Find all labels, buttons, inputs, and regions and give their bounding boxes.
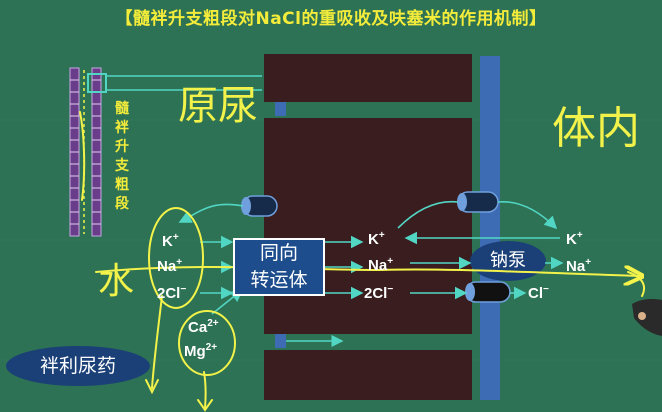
loop-diuretic-oval bbox=[6, 346, 150, 386]
cotransporter-line2: 转运体 bbox=[250, 269, 308, 291]
cell-k-ion: K+ bbox=[368, 230, 385, 248]
blood-na-ion: Na+ bbox=[566, 257, 592, 275]
magnesium-ion: Mg2+ bbox=[184, 342, 218, 360]
hand-urine: 原尿 bbox=[178, 83, 258, 129]
loop-diuretic-label: 袢利尿药 bbox=[39, 355, 116, 377]
calcium-ion: Ca2+ bbox=[188, 318, 219, 336]
diagram-title: 【髓袢升支粗段对NaCl的重吸收及呋塞米的作用机制】 bbox=[115, 9, 547, 29]
lumen-k-ion: K+ bbox=[162, 232, 179, 250]
hand-water: 水 bbox=[98, 261, 135, 302]
lumen-na-ion: Na+ bbox=[157, 257, 183, 275]
segment-label: 髓袢升支粗段 bbox=[115, 101, 129, 212]
apical-k-channel bbox=[241, 195, 278, 217]
hand-body: 体内 bbox=[552, 103, 640, 154]
blood-k-ion: K+ bbox=[566, 230, 583, 248]
cell-cl-ion: 2Cl− bbox=[364, 284, 394, 302]
basolateral-membrane bbox=[480, 56, 500, 400]
handwritten-marks bbox=[79, 111, 646, 412]
pointer-hand-icon bbox=[632, 299, 662, 336]
blood-cl-ion: Cl− bbox=[528, 284, 549, 302]
baso-k-channel bbox=[457, 191, 499, 213]
sodium-pump-label: 钠泵 bbox=[490, 250, 526, 271]
lumen-cl-ion: 2Cl− bbox=[157, 284, 187, 302]
epithelial-cells bbox=[264, 54, 472, 400]
cotransporter-box: 同向 转运体 bbox=[233, 238, 325, 296]
baso-cl-channel bbox=[465, 281, 511, 303]
cell-na-ion: Na+ bbox=[368, 256, 394, 274]
tubule-schematic bbox=[69, 67, 262, 237]
cotransporter-line1: 同向 bbox=[259, 242, 298, 264]
